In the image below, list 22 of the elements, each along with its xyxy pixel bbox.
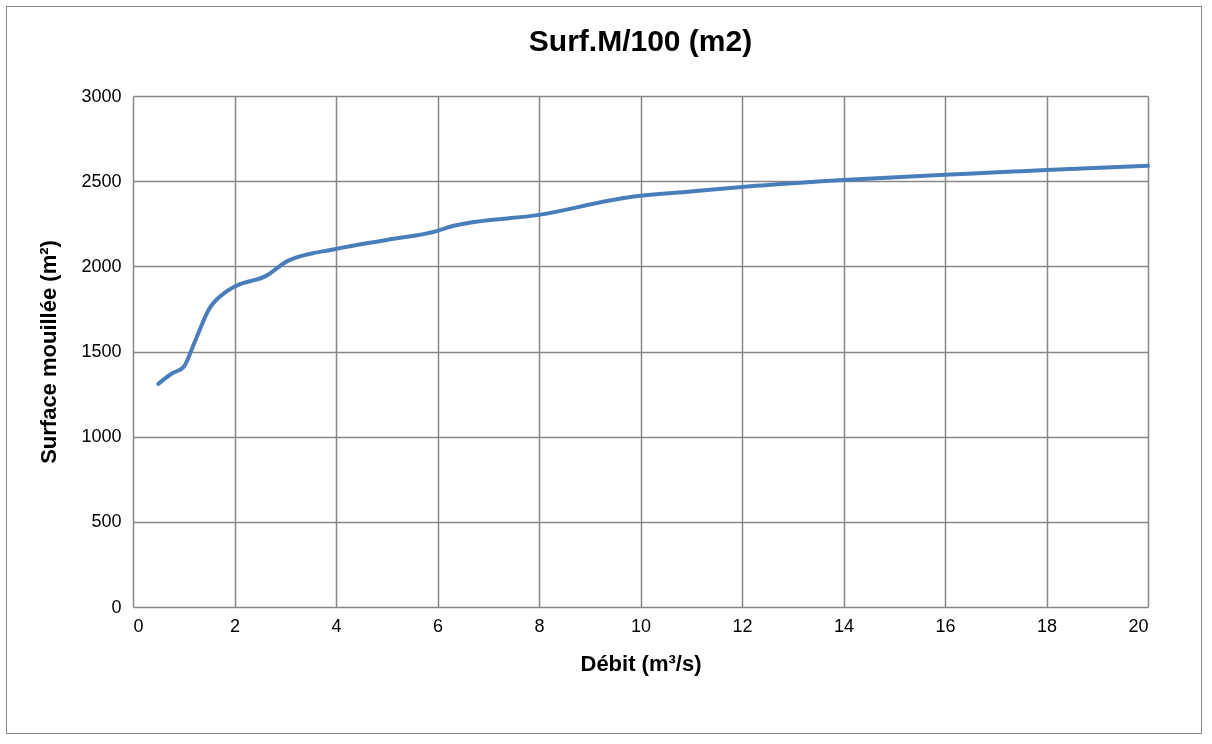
chart-title: Surf.M/100 (m2) [528, 24, 753, 57]
x-tick-label: 4 [331, 615, 342, 636]
y-tick-label: 500 [91, 511, 122, 532]
x-tick-label: 0 [133, 615, 144, 636]
x-tick-label: 6 [432, 615, 444, 636]
x-tick-label: 18 [1036, 615, 1058, 636]
x-tick-label: 16 [935, 615, 956, 636]
y-tick-label: 2000 [81, 255, 122, 276]
x-tick-label: 8 [534, 615, 545, 636]
x-tick-label: 12 [732, 615, 753, 636]
x-tick-label: 14 [833, 615, 855, 636]
x-axis-title: Débit (m³/s) [580, 650, 702, 676]
y-tick-label: 1500 [81, 341, 122, 361]
line-series [156, 163, 1150, 386]
x-tick-label: 2 [229, 615, 241, 636]
y-tick-label: 3000 [81, 85, 122, 106]
y-tick-label: 0 [111, 596, 122, 617]
x-tick-label: 20 [1128, 615, 1149, 636]
y-axis-title: Surface mouillée (m²) [36, 240, 62, 464]
x-tick-label: 10 [630, 615, 652, 636]
y-tick-label: 2500 [81, 170, 122, 191]
y-tick-label: 1000 [81, 426, 122, 447]
